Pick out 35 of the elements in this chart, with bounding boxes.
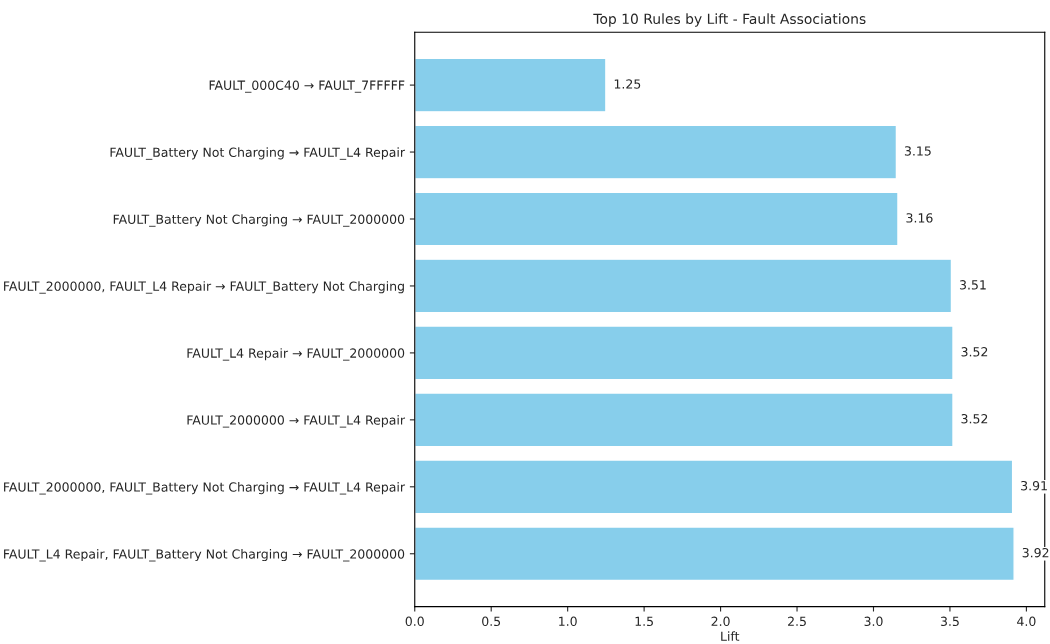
data-label: 1.25 bbox=[614, 79, 641, 89]
x-tick-label: 1.0 bbox=[559, 616, 577, 627]
bar bbox=[414, 392, 954, 448]
x-tick-label: 0.0 bbox=[405, 616, 424, 627]
bar bbox=[414, 258, 953, 314]
data-label: 3.52 bbox=[961, 347, 988, 357]
x-tick-label: 2.5 bbox=[788, 616, 806, 627]
y-tick-label: FAULT_2000000, FAULT_Battery Not Charging → FAULT_L4 Repair bbox=[4, 482, 406, 495]
bar bbox=[414, 526, 1015, 582]
bar bbox=[414, 459, 1014, 515]
y-tick-label: FAULT_000C40 → FAULT_7FFFFF bbox=[209, 80, 405, 93]
data-label: 3.16 bbox=[906, 213, 933, 223]
x-axis-title: Lift bbox=[721, 631, 740, 641]
y-tick-label: FAULT_L4 Repair, FAULT_Battery Not Charging → FAULT_2000000 bbox=[4, 549, 405, 562]
chart-title: Top 10 Rules by Lift - Fault Associations bbox=[593, 13, 866, 27]
x-tick-label: 3.0 bbox=[864, 616, 883, 627]
y-tick-label: FAULT_L4 Repair → FAULT_2000000 bbox=[187, 348, 405, 361]
x-tick-label: 0.5 bbox=[482, 616, 501, 627]
x-tick-label: 2.0 bbox=[711, 616, 730, 627]
x-tick-label: 1.5 bbox=[635, 616, 653, 627]
data-label: 3.52 bbox=[961, 414, 988, 424]
data-label: 3.15 bbox=[904, 146, 931, 156]
x-tick-label: 3.5 bbox=[940, 616, 959, 627]
data-label: 3.91 bbox=[1021, 480, 1047, 491]
bar bbox=[414, 57, 607, 113]
y-tick-label: FAULT_2000000, FAULT_L4 Repair → FAULT_Battery Not Charging bbox=[4, 281, 404, 294]
data-label: 3.92 bbox=[1022, 547, 1049, 558]
y-tick-label: FAULT_Battery Not Charging → FAULT_L4 Repair bbox=[110, 147, 406, 160]
y-tick-label: FAULT_2000000 → FAULT_L4 Repair bbox=[187, 415, 406, 428]
bar bbox=[414, 325, 954, 381]
y-tick-label: FAULT_Battery Not Charging → FAULT_2000000 bbox=[113, 214, 405, 227]
data-label: 3.51 bbox=[959, 280, 986, 290]
x-tick-label: 4.0 bbox=[1017, 616, 1036, 627]
bar bbox=[414, 191, 899, 247]
bar bbox=[414, 124, 898, 180]
